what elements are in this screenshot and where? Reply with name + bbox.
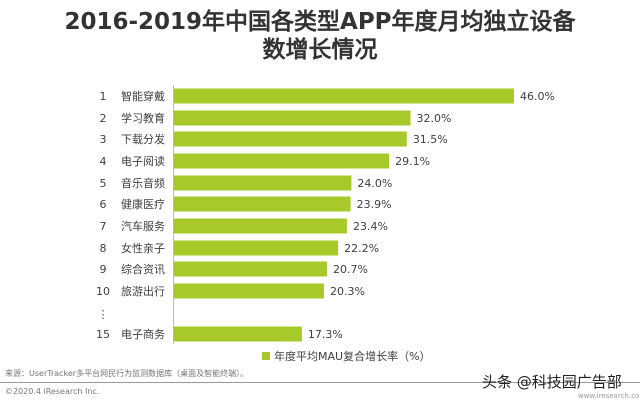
rank-label: 9	[100, 263, 107, 276]
rank-label: 8	[100, 242, 107, 255]
bar	[174, 153, 390, 169]
data-label: 23.9%	[357, 198, 392, 211]
chart-title-line2: 数增长情况	[262, 37, 378, 63]
bar	[174, 196, 351, 212]
site-url: www.iresearch.com.cn	[578, 392, 640, 400]
data-label: 20.7%	[333, 263, 368, 276]
category-label: 女性亲子	[121, 241, 165, 255]
data-label: 29.1%	[395, 155, 430, 168]
rank-label: 15	[96, 328, 110, 341]
bar	[174, 283, 325, 299]
data-label: 24.0%	[357, 177, 392, 190]
gap-marker: ⋮	[98, 308, 109, 321]
rank-label: 1	[100, 90, 107, 103]
bar	[174, 131, 407, 147]
rank-label: 5	[100, 177, 107, 190]
category-label: 下载分发	[121, 132, 165, 146]
data-label: 46.0%	[520, 90, 555, 103]
bar	[174, 175, 352, 191]
bar	[174, 240, 339, 256]
category-label: 汽车服务	[121, 219, 165, 233]
bar	[174, 261, 327, 277]
data-label: 17.3%	[308, 328, 343, 341]
data-label: 32.0%	[417, 112, 452, 125]
rank-label: 7	[100, 220, 107, 233]
legend-swatch	[262, 352, 270, 360]
category-label: 音乐音频	[121, 176, 165, 190]
category-label: 综合资讯	[121, 262, 165, 276]
category-label: 智能穿戴	[121, 89, 165, 103]
bar	[174, 326, 302, 342]
category-label: 学习教育	[121, 111, 165, 125]
rank-label: 10	[96, 285, 110, 298]
bar	[174, 218, 347, 234]
rank-label: 2	[100, 112, 107, 125]
bar	[174, 110, 411, 126]
rank-label: 6	[100, 198, 107, 211]
category-label: 电子商务	[121, 327, 165, 341]
data-label: 22.2%	[344, 242, 379, 255]
data-label: 20.3%	[330, 285, 365, 298]
category-label: 旅游出行	[121, 284, 165, 298]
watermark: 头条 @科技园广告部	[482, 373, 622, 391]
legend-label: 年度平均MAU复合增长率（%）	[274, 350, 431, 363]
rank-label: 4	[100, 155, 107, 168]
data-label: 31.5%	[413, 133, 448, 146]
source-note: 来源：UserTracker多平台网民行为监测数据库（桌面及智能终端）。	[5, 369, 249, 378]
data-label: 23.4%	[353, 220, 388, 233]
footer-divider	[0, 382, 640, 383]
bar	[174, 88, 514, 104]
copyright: ©2020.4 iResearch Inc.	[5, 387, 100, 396]
chart-title-line1: 2016-2019年中国各类型APP年度月均独立设备	[64, 9, 576, 35]
legend: 年度平均MAU复合增长率（%）	[262, 348, 431, 364]
category-label: 电子阅读	[121, 154, 165, 168]
rank-label: 3	[100, 133, 107, 146]
category-label: 健康医疗	[121, 197, 165, 211]
